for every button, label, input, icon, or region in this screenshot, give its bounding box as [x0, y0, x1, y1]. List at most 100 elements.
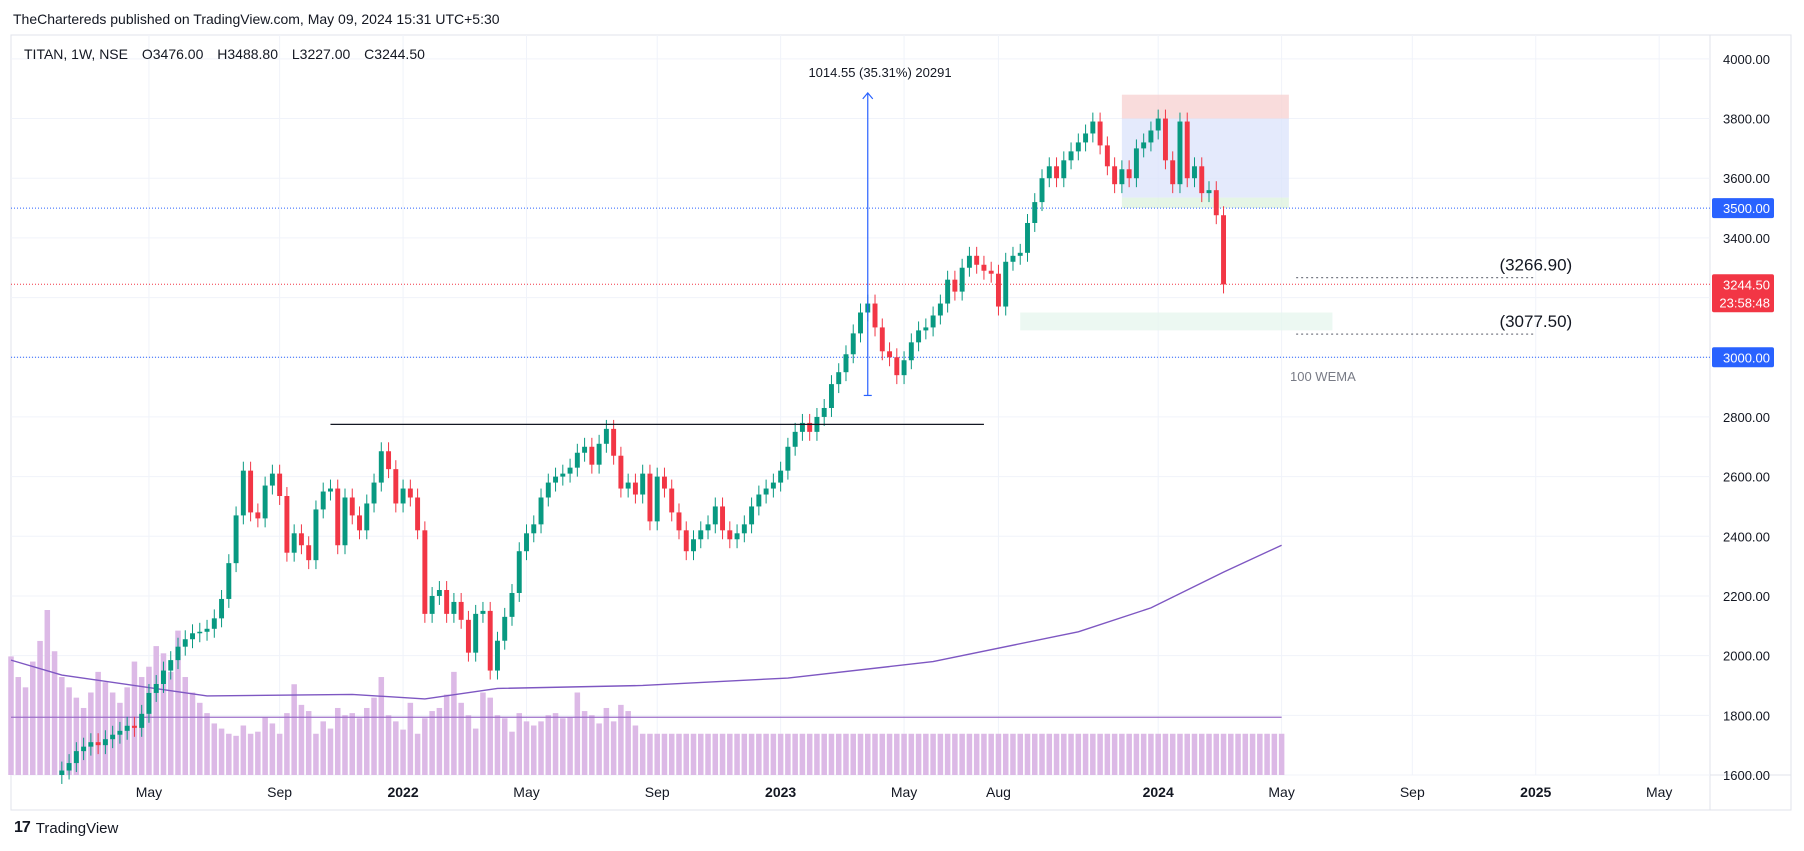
price-axis[interactable]: 1600.00 1800.00 2000.00 2200.00 2400.00 2600.…	[1712, 52, 1774, 783]
candle-body	[320, 491, 326, 510]
candle-body	[95, 742, 101, 746]
candle-body	[219, 598, 225, 619]
x-tick-label: May	[1268, 784, 1294, 800]
volume-bar	[799, 733, 806, 775]
candle-body	[683, 530, 689, 552]
volume-bar	[1126, 733, 1132, 775]
candle-body	[1097, 121, 1103, 146]
candle-body	[647, 473, 653, 522]
x-tick-label: Sep	[645, 784, 670, 800]
volume-bar	[443, 694, 450, 775]
volume-bar	[1031, 733, 1038, 775]
candle-body	[284, 496, 290, 553]
candle-body	[843, 354, 849, 373]
candle-body	[386, 451, 392, 470]
y-tick-label: 1600.00	[1723, 768, 1770, 783]
candle-body	[436, 590, 442, 596]
candle-body	[901, 360, 907, 376]
y-tick-label: 4000.00	[1723, 52, 1770, 67]
candle-body	[959, 267, 965, 292]
volume-bars	[8, 610, 1285, 775]
candle-body	[763, 488, 769, 495]
candle-body	[131, 725, 137, 728]
volume-bar	[792, 733, 798, 775]
volume-bar	[915, 733, 922, 775]
candle-body	[328, 488, 333, 492]
volume-bar	[850, 733, 856, 775]
candle-body	[262, 485, 268, 519]
volume-bar	[30, 661, 36, 775]
tradingview-logo-icon: 17	[14, 819, 31, 836]
volume-bar	[313, 733, 319, 775]
candle-body	[124, 725, 130, 731]
volume-bar	[610, 721, 617, 775]
volume-bar	[414, 733, 421, 775]
candle-body	[720, 506, 726, 531]
candle-body	[741, 524, 747, 534]
volume-bar	[647, 733, 653, 775]
volume-bar	[1068, 733, 1074, 775]
time-axis[interactable]: May Sep 2022 May Sep 2023 May Aug 2024 May Sep 2025…	[136, 784, 1673, 800]
volume-bar	[806, 733, 813, 775]
y-tick-label: 2000.00	[1723, 649, 1770, 664]
candle-body	[611, 428, 617, 456]
volume-bar	[959, 733, 965, 775]
volume-bar	[516, 713, 523, 775]
volume-bar	[1155, 733, 1161, 775]
candle-body	[407, 488, 413, 498]
candle-body	[974, 255, 980, 265]
candle-body	[516, 551, 522, 593]
volume-bar	[748, 733, 755, 775]
volume-bar	[589, 715, 595, 775]
volume-bar	[400, 729, 406, 775]
candle-body	[1148, 130, 1154, 143]
volume-bar	[639, 733, 646, 775]
volume-bar	[1082, 733, 1089, 775]
candle-body	[887, 351, 893, 358]
candle-body	[669, 488, 675, 513]
candle-body	[785, 446, 791, 471]
candle-body	[1039, 178, 1045, 203]
volume-bar	[1184, 733, 1190, 775]
close-value: C3244.50	[364, 46, 425, 62]
candle-body	[204, 628, 210, 632]
candle-body	[858, 312, 863, 334]
highlight-zone	[1121, 118, 1289, 198]
candle-body	[422, 530, 428, 614]
candle-body	[233, 515, 239, 564]
volume-bar	[15, 677, 22, 775]
volume-bar	[204, 713, 210, 775]
candle-body	[306, 545, 312, 561]
volume-bar	[777, 733, 784, 775]
candle-body	[117, 730, 123, 735]
candle-body	[1104, 145, 1110, 167]
candle-body	[1184, 121, 1190, 179]
volume-bar	[494, 715, 501, 775]
candle-body	[531, 524, 537, 534]
candle-body	[589, 446, 595, 465]
volume-bar	[1053, 733, 1060, 775]
candle-body	[640, 473, 646, 495]
volume-bar	[320, 721, 326, 775]
candle-body	[908, 342, 914, 361]
candles	[59, 109, 1227, 784]
volume-bar	[1104, 733, 1111, 775]
candle-body	[560, 473, 566, 477]
y-tick-label: 3400.00	[1723, 231, 1770, 246]
candle-body	[1213, 190, 1219, 216]
volume-bar	[661, 733, 668, 775]
candle-body	[190, 633, 195, 640]
candle-body	[211, 618, 217, 629]
volume-bar	[429, 711, 435, 775]
volume-bar	[276, 733, 283, 775]
volume-bar	[1278, 733, 1285, 775]
annotations: (3266.90) (3077.50)	[330, 91, 1572, 426]
candle-body	[1112, 166, 1118, 185]
volume-bar	[618, 704, 624, 775]
open-value: O3476.00	[142, 46, 204, 62]
volume-bar	[167, 671, 174, 775]
candle-body	[618, 455, 624, 489]
volume-bar	[95, 671, 101, 775]
volume-bar	[1090, 733, 1096, 775]
